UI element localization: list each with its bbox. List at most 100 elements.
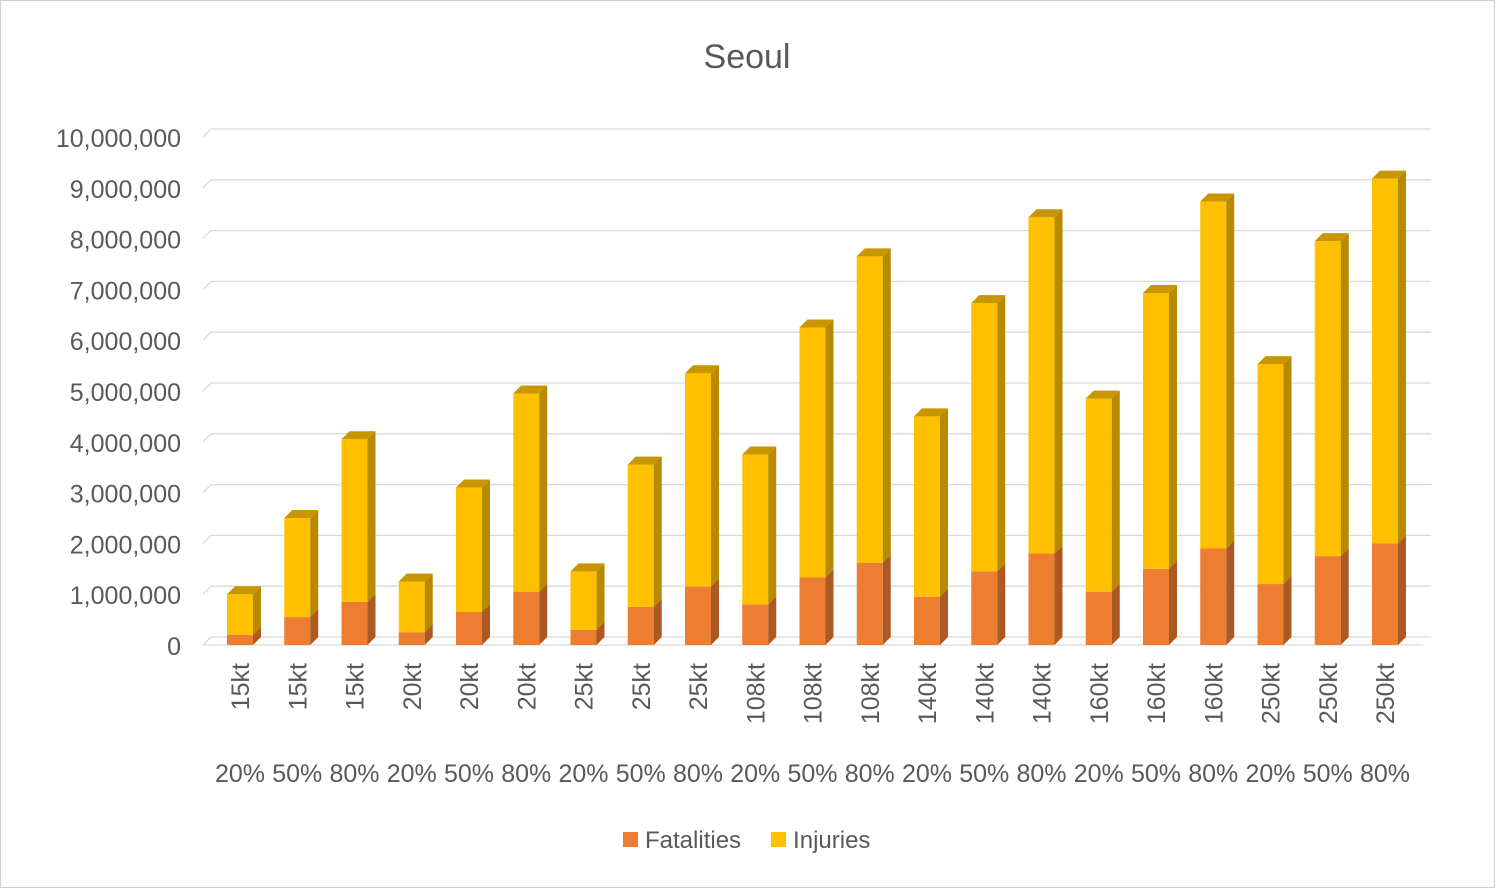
bar-fatalities-17	[1200, 540, 1235, 645]
x-tick-label-yield: 20kt	[399, 663, 427, 710]
y-tick-label: 10,000,000	[56, 125, 181, 153]
x-tick-label-yield: 20kt	[456, 663, 484, 710]
x-tick-label-percent: 50%	[959, 760, 1009, 788]
bar-injuries-6	[570, 563, 605, 630]
gridline-diagonal	[202, 331, 212, 341]
x-tick-label-yield: 15kt	[284, 663, 312, 710]
y-tick-label: 4,000,000	[70, 430, 181, 458]
legend: Fatalities Injuries	[623, 827, 870, 854]
bar-injuries-2	[341, 431, 376, 602]
y-tick-label: 0	[167, 633, 181, 661]
bar-fatalities-0	[227, 626, 261, 645]
bar-fatalities-11	[856, 554, 891, 645]
bar-fatalities-2	[341, 593, 376, 645]
bar-injuries-19	[1314, 233, 1349, 557]
x-tick-label-percent: 50%	[1303, 760, 1353, 788]
bar-fatalities-4	[456, 603, 490, 645]
x-tick-label-percent: 80%	[1360, 760, 1410, 788]
legend-item-injuries: Injuries	[771, 827, 870, 854]
x-tick-label-yield: 108kt	[800, 663, 828, 724]
gridline-diagonal	[202, 230, 212, 240]
x-tick-label-percent: 50%	[787, 760, 837, 788]
bar-fatalities-9	[742, 596, 777, 645]
gridline-diagonal	[202, 280, 212, 290]
y-tick-label: 6,000,000	[70, 328, 181, 356]
x-tick-label-yield: 250kt	[1315, 663, 1343, 724]
bar-fatalities-3	[398, 624, 433, 645]
gridline-diagonal	[202, 484, 212, 494]
x-tick-label-yield: 15kt	[227, 663, 255, 710]
bar-fatalities-20	[1372, 535, 1406, 645]
bar-injuries-10	[799, 319, 834, 578]
legend-swatch	[623, 832, 638, 847]
x-tick-label-yield: 160kt	[1200, 663, 1228, 724]
legend-label: Fatalities	[645, 827, 741, 854]
bar-fatalities-1	[284, 609, 319, 645]
x-tick-label-yield: 25kt	[628, 663, 656, 710]
bar-fatalities-8	[685, 578, 719, 645]
gridline-diagonal	[202, 636, 212, 646]
x-tick-label-percent: 80%	[1188, 760, 1238, 788]
x-tick-label-percent: 20%	[558, 760, 608, 788]
x-tick-label-percent: 50%	[1131, 760, 1181, 788]
legend-swatch	[771, 832, 787, 847]
legend-label: Injuries	[793, 827, 870, 854]
x-tick-label-percent: 50%	[272, 760, 322, 788]
x-tick-label-percent: 20%	[730, 760, 780, 788]
x-tick-label-yield: 250kt	[1372, 663, 1400, 724]
bar-fatalities-14	[1028, 545, 1063, 645]
bar-fatalities-10	[799, 569, 834, 645]
x-tick-label-yield: 160kt	[1143, 663, 1171, 724]
bar-injuries-16	[1143, 284, 1177, 569]
bar-injuries-5	[513, 385, 548, 592]
x-tick-label-yield: 25kt	[571, 663, 599, 710]
bar-fatalities-13	[971, 563, 1006, 645]
x-tick-label-percent: 80%	[501, 760, 551, 788]
bar-injuries-12	[914, 408, 948, 597]
x-tick-label-yield: 20kt	[513, 663, 541, 710]
bar-injuries-20	[1372, 170, 1406, 544]
y-axis-tick-labels: 0 1,000,000 2,000,000 3,000,000 4,000,000 5,0…	[56, 125, 181, 661]
bar-injuries-17	[1200, 193, 1235, 549]
y-tick-label: 3,000,000	[70, 481, 181, 509]
x-tick-label-yield: 108kt	[742, 663, 770, 724]
bar-injuries-0	[227, 586, 261, 635]
gridline-diagonal	[202, 433, 212, 443]
bar-injuries-8	[685, 365, 719, 587]
bar-fatalities-12	[914, 588, 948, 645]
x-tick-label-percent: 80%	[329, 760, 379, 788]
bar-fatalities-7	[627, 598, 662, 645]
bar-injuries-15	[1085, 390, 1120, 592]
gridline-diagonal	[202, 128, 212, 138]
x-tick-label-yield: 108kt	[857, 663, 885, 724]
bar-injuries-11	[856, 248, 891, 563]
bar-injuries-1	[284, 510, 319, 618]
bar-injuries-9	[742, 446, 777, 605]
gridline-diagonal	[202, 179, 212, 189]
gridline-diagonal	[202, 382, 212, 392]
bar-fatalities-19	[1314, 548, 1349, 645]
bar-fatalities-5	[513, 583, 548, 645]
x-tick-label-percent: 50%	[616, 760, 666, 788]
y-tick-label: 5,000,000	[70, 379, 181, 407]
bar-injuries-18	[1257, 356, 1292, 585]
bar-fatalities-16	[1143, 560, 1177, 645]
gridline-diagonal	[202, 534, 212, 544]
x-tick-label-yield: 250kt	[1258, 663, 1286, 724]
x-axis-tick-labels: 15kt 20% 15kt 50% 15kt 80% 20kt 20% 20kt 50% 20kt 8…	[215, 663, 1410, 788]
bar-injuries-7	[627, 456, 662, 607]
bar-fatalities-6	[570, 621, 605, 645]
gridline-diagonal	[202, 585, 212, 595]
x-tick-label-percent: 20%	[1245, 760, 1295, 788]
bar-injuries-14	[1028, 209, 1063, 554]
x-tick-label-yield: 160kt	[1086, 663, 1114, 724]
x-tick-label-percent: 80%	[673, 760, 723, 788]
bar-fatalities-15	[1085, 583, 1120, 645]
x-tick-label-percent: 80%	[1016, 760, 1066, 788]
x-tick-label-yield: 25kt	[685, 663, 713, 710]
legend-item-fatalities: Fatalities	[623, 827, 741, 854]
x-tick-label-percent: 50%	[444, 760, 494, 788]
bar-injuries-3	[398, 573, 433, 633]
x-tick-label-percent: 20%	[215, 760, 265, 788]
